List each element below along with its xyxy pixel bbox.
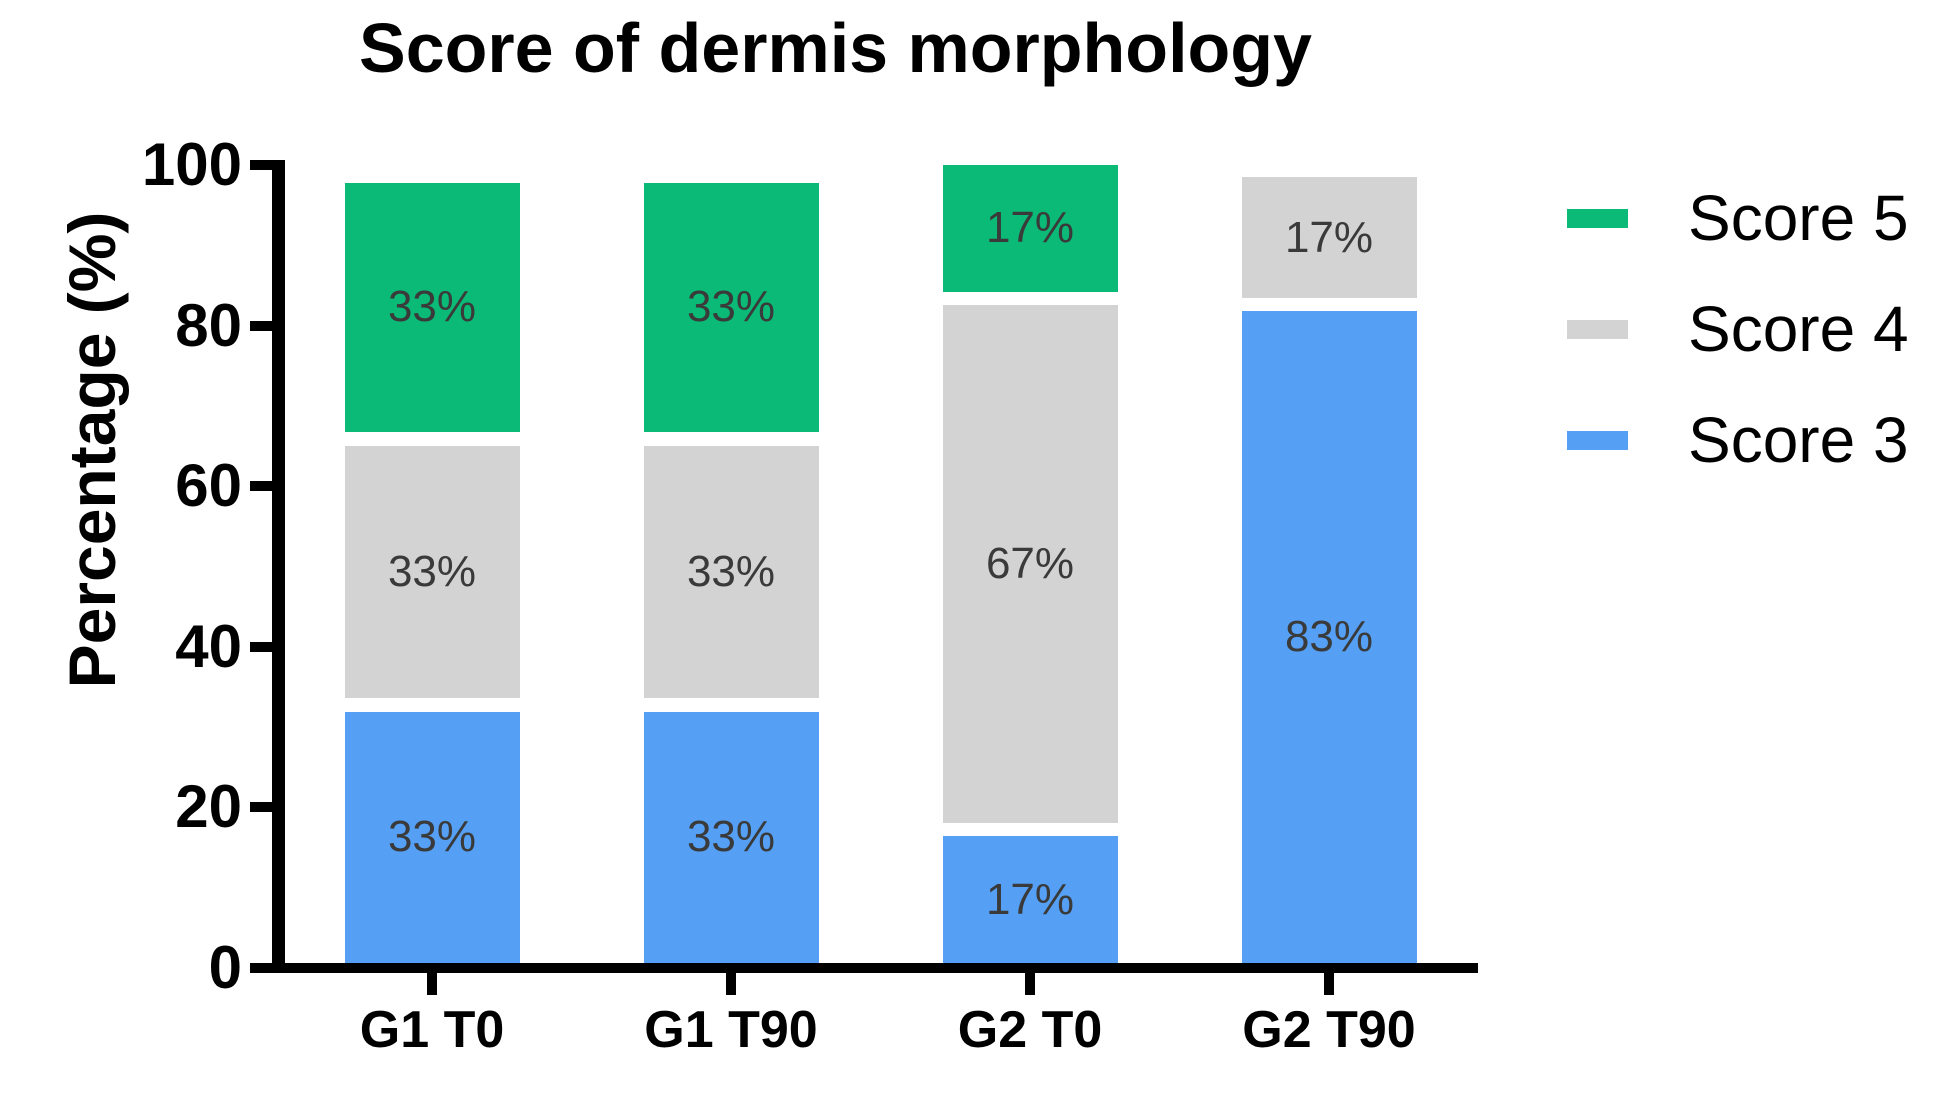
y-tick-label: 100 [141, 131, 242, 198]
bar-segment: 17% [1241, 176, 1417, 299]
legend-swatch [1567, 319, 1628, 339]
bar-segment-value-label: 33% [686, 546, 776, 596]
y-tick-mark [250, 641, 272, 652]
y-tick-label: 20 [175, 773, 242, 841]
x-tick-mark [726, 973, 736, 995]
bar-segment: 33% [344, 711, 520, 963]
bar-segment-value-label: 17% [1284, 212, 1374, 262]
bar-segment: 33% [643, 182, 819, 433]
y-tick-mark [250, 481, 272, 492]
x-category-label: G1 T0 [359, 1001, 505, 1059]
bar-segment: 17% [942, 165, 1118, 292]
y-tick-label: 80 [175, 291, 242, 359]
bar-segment-value-label: 83% [1284, 612, 1374, 661]
legend-swatch [1567, 208, 1628, 228]
legend-label: Score 5 [1688, 182, 1909, 254]
x-tick-mark [1324, 973, 1334, 995]
legend-label: Score 4 [1688, 293, 1909, 365]
x-tick-mark [427, 973, 437, 995]
bar-segment: 33% [344, 445, 520, 699]
x-axis-line [272, 963, 1478, 973]
y-tick-mark [250, 802, 272, 813]
y-tick-label: 40 [175, 612, 242, 680]
y-tick-label: 0 [208, 934, 242, 1001]
legend-swatch [1567, 430, 1628, 450]
x-category-label: G2 T90 [1242, 1001, 1416, 1059]
bar-segment: 33% [643, 445, 819, 699]
bar-segment: 17% [942, 836, 1118, 963]
bar-segment-value-label: 67% [985, 538, 1075, 588]
y-axis-line [272, 160, 285, 973]
bar-segment: 33% [344, 182, 520, 433]
chart-title: Score of dermis morphology [359, 9, 1312, 87]
bar-segment-value-label: 33% [387, 546, 477, 596]
y-tick-label: 60 [175, 452, 242, 520]
bar-segment-value-label: 17% [985, 203, 1075, 253]
bar-segment-value-label: 17% [985, 874, 1075, 924]
bar-segment: 67% [942, 304, 1118, 824]
bar-segment-value-label: 33% [387, 282, 477, 332]
y-tick-mark [250, 320, 272, 331]
y-tick-mark [250, 963, 272, 973]
x-category-label: G2 T0 [957, 1001, 1103, 1059]
bar-segment: 33% [643, 711, 819, 963]
x-category-label: G1 T90 [644, 1001, 818, 1059]
bar-segment: 83% [1241, 311, 1417, 963]
bar-segment-value-label: 33% [686, 812, 776, 862]
bar-segment-value-label: 33% [686, 282, 776, 332]
bar-segment-value-label: 33% [387, 812, 477, 862]
x-tick-mark [1025, 973, 1035, 995]
y-tick-mark [250, 160, 272, 170]
legend-label: Score 3 [1688, 404, 1909, 476]
